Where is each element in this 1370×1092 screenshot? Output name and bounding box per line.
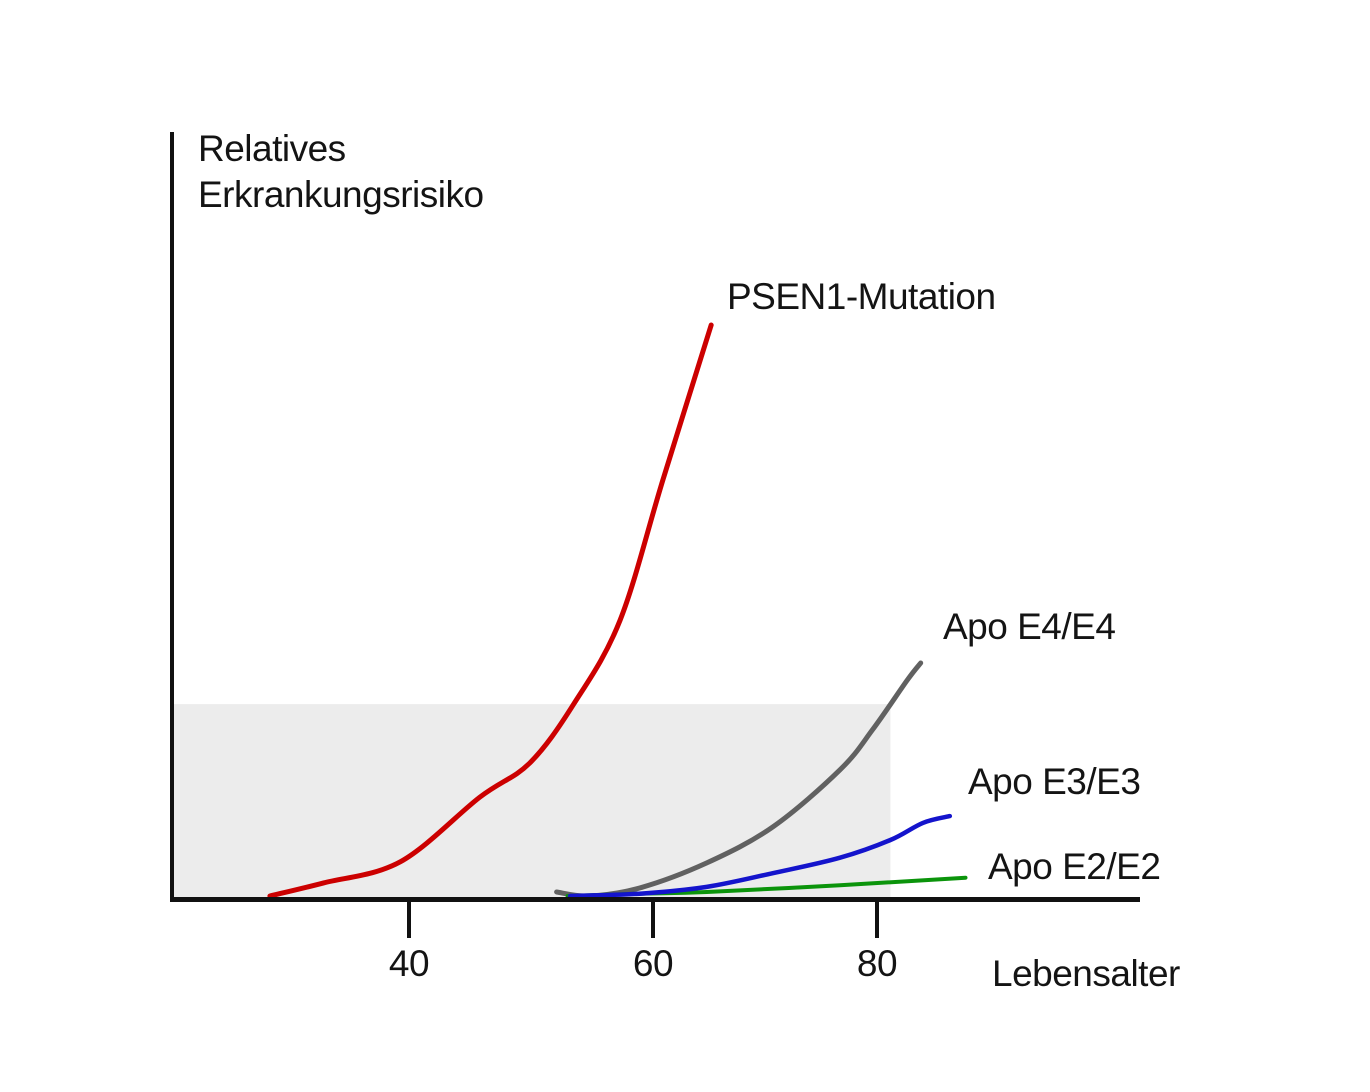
curve-apo-e3-e3: [567, 813, 953, 899]
series-label-apo-e2-e2: Apo E2/E2: [988, 846, 1161, 887]
y-axis-title-line1: Relatives: [198, 128, 346, 169]
x-axis-title: Lebensalter: [992, 953, 1180, 994]
x-tick-label-60: 60: [632, 943, 674, 984]
series-label-apo-e3-e3: Apo E3/E3: [968, 761, 1141, 802]
x-tick-label-80: 80: [856, 943, 898, 984]
curve-psen1-mutation: [267, 322, 714, 899]
x-tick-label-40: 40: [388, 943, 430, 984]
y-axis-line: [170, 132, 174, 902]
y-axis-title: Relatives Erkrankungsrisiko: [198, 126, 484, 218]
x-tick-40: [407, 902, 411, 938]
x-tick-80: [875, 902, 879, 938]
x-axis-line: [170, 897, 1140, 902]
shaded-reference-region: [172, 704, 891, 898]
series-label-psen1-mutation: PSEN1-Mutation: [727, 276, 996, 317]
y-axis-title-line2: Erkrankungsrisiko: [198, 174, 484, 215]
series-label-apo-e4-e4: Apo E4/E4: [943, 606, 1116, 647]
x-tick-60: [651, 902, 655, 938]
